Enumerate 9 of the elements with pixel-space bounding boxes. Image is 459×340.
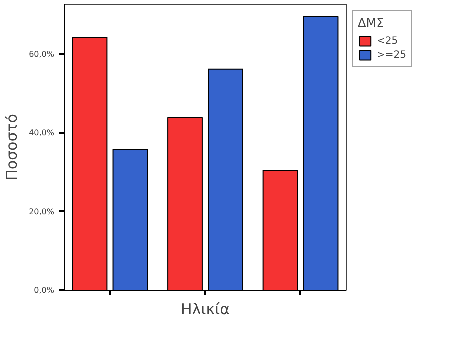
- y-tick-label: 0,0%: [34, 286, 55, 295]
- y-tick-label: 60,0%: [29, 50, 55, 59]
- y-axis-title: Ποσοστό: [3, 114, 22, 181]
- legend-label: >=25: [377, 50, 406, 60]
- legend-label: <25: [377, 36, 398, 46]
- legend-title: ΔΜΣ: [358, 16, 386, 30]
- y-tick-label: 40,0%: [29, 128, 55, 138]
- y-tick-label: 20,0%: [29, 207, 55, 216]
- x-axis-title: Ηλικία: [180, 300, 230, 318]
